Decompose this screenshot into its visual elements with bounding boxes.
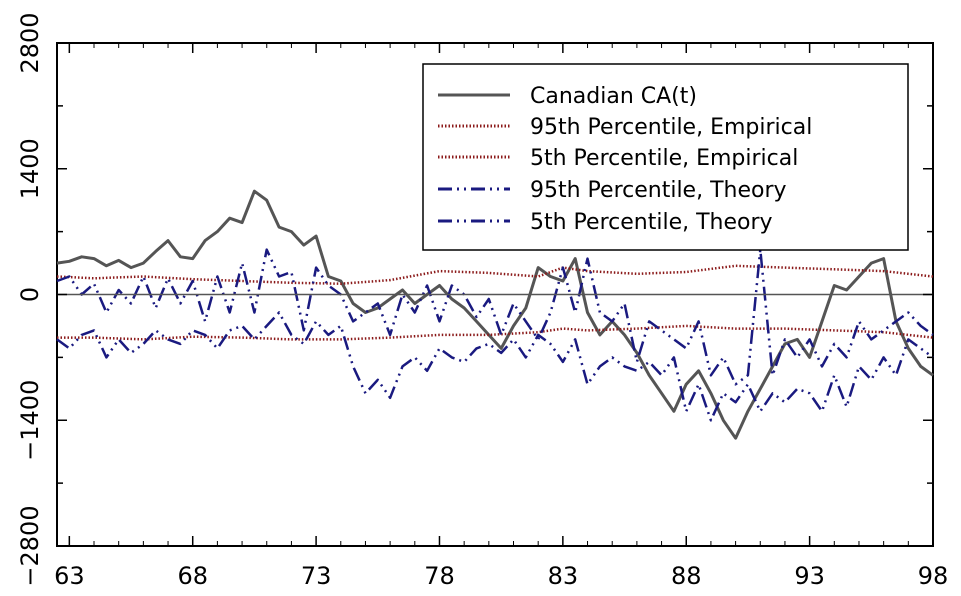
series-line (56, 189, 934, 440)
legend-label: 95th Percentile, Theory (530, 178, 787, 203)
legend-entry: 5th Percentile, Empirical (438, 146, 798, 171)
x-tick-label: 73 (301, 562, 332, 590)
series-layer (56, 189, 934, 440)
legend-label: 95th Percentile, Empirical (530, 115, 812, 140)
x-tick-label: 78 (424, 562, 455, 590)
series-line (56, 311, 934, 422)
legend-label: 5th Percentile, Theory (530, 210, 773, 235)
legend-entry: Canadian CA(t) (438, 84, 697, 109)
series-line (56, 248, 934, 386)
legend-label: 5th Percentile, Empirical (530, 146, 798, 171)
y-axis: −2800 −1400 0 1400 2800 (16, 12, 933, 587)
x-tick-label: 88 (671, 562, 702, 590)
x-axis: 63 68 73 78 83 88 93 98 (54, 43, 948, 590)
x-tick-label: 93 (794, 562, 825, 590)
x-tick-label: 68 (177, 562, 208, 590)
x-tick-label: 63 (54, 562, 85, 590)
x-tick-label: 98 (918, 562, 949, 590)
y-tick-label: 1400 (16, 138, 44, 199)
y-tick-label: 0 (16, 287, 44, 302)
y-tick-label: 2800 (16, 12, 44, 73)
y-tick-label: −2800 (16, 505, 44, 586)
legend-entry: 5th Percentile, Theory (438, 210, 773, 235)
legend-entry: 95th Percentile, Theory (438, 178, 787, 203)
series-line (56, 264, 934, 285)
legend: Canadian CA(t) 95th Percentile, Empirica… (422, 63, 909, 251)
series-line (57, 324, 934, 341)
legend-entry: 95th Percentile, Empirical (438, 115, 812, 140)
legend-label: Canadian CA(t) (530, 84, 697, 109)
x-tick-label: 83 (548, 562, 579, 590)
y-tick-label: −1400 (16, 380, 44, 461)
